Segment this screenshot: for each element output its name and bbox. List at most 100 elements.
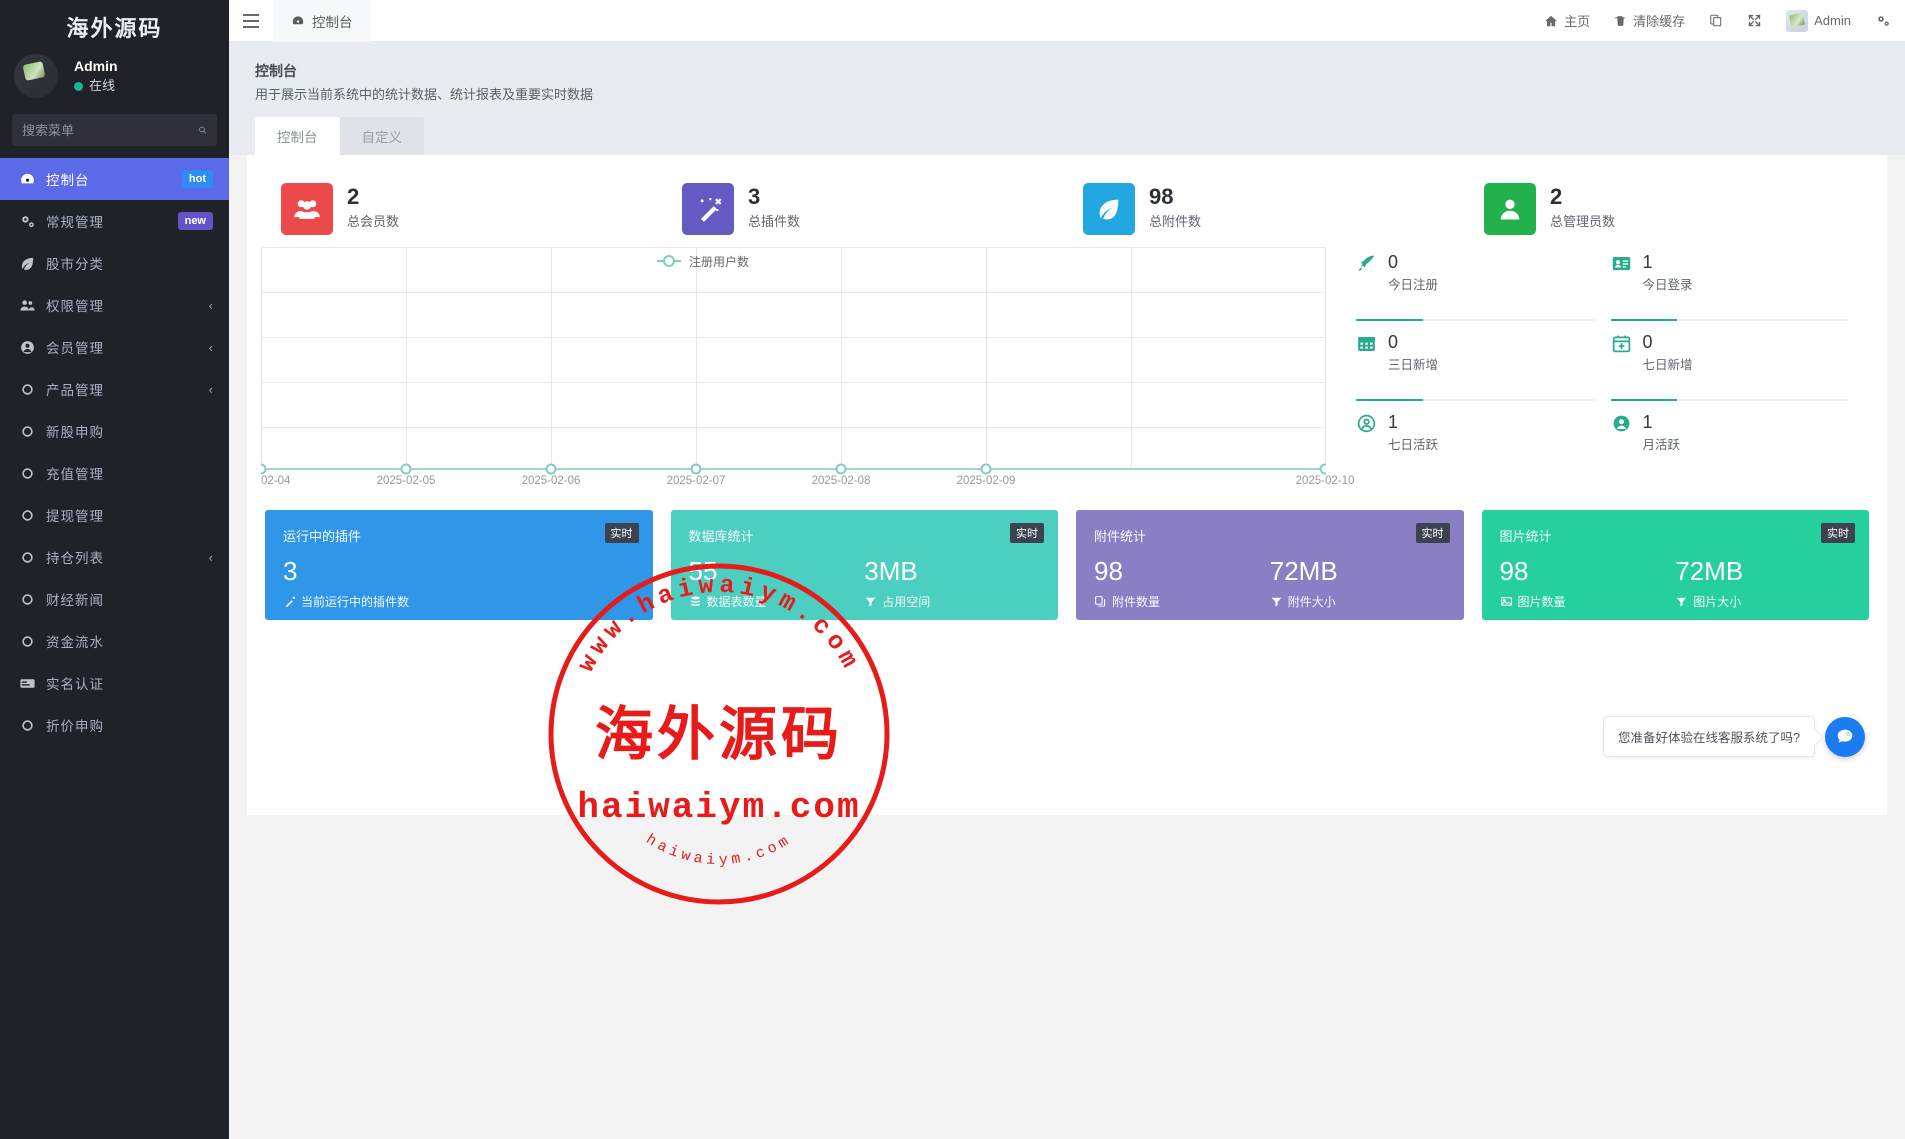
home-label: 主页 <box>1564 14 1591 29</box>
sidebar-item-0[interactable]: 控制台 hot <box>0 158 229 200</box>
metric-value: 1 <box>1642 412 1653 432</box>
sidebar-item-label: 提现管理 <box>46 509 104 524</box>
summary-stat-value: 2 <box>1550 184 1563 209</box>
sidebar-item-10[interactable]: 财经新闻 <box>0 578 229 620</box>
search-icon <box>199 126 207 134</box>
home-icon <box>1545 15 1557 26</box>
sidebar-item-label: 常规管理 <box>46 215 104 230</box>
search-input[interactable] <box>22 122 198 138</box>
sidebar-item-4[interactable]: 会员管理 ‹ <box>0 326 229 368</box>
info-tile-2[interactable]: 附件统计 实时 98 附件数量 72MB 附件大小 <box>1076 510 1464 620</box>
users-icon <box>18 296 36 314</box>
summary-stat-1: 3 总插件数 <box>666 183 1067 235</box>
avatar[interactable] <box>14 54 58 98</box>
sidebar-item-7[interactable]: 充值管理 <box>0 452 229 494</box>
tile-sub: 图片数量 <box>1500 593 1676 610</box>
chat-bubble[interactable]: 您准备好体验在线客服系统了吗? <box>1603 716 1815 757</box>
chart-legend[interactable] <box>657 255 681 267</box>
tile-col-1: 3MB 占用空间 <box>864 555 1040 610</box>
tile-col-0: 98 图片数量 <box>1500 555 1676 610</box>
brand-title: 海外源码 <box>66 16 163 41</box>
sidebar-item-5[interactable]: 产品管理 ‹ <box>0 368 229 410</box>
metric-3: 0 七日新增 <box>1609 331 1864 411</box>
sidebar-item-label: 财经新闻 <box>46 593 104 608</box>
circle-icon <box>18 716 36 734</box>
sidebar-item-label: 股市分类 <box>46 257 104 272</box>
tile-value: 98 <box>1499 556 1529 586</box>
stamp-arc-bottom-text: haiwaiym.com <box>643 831 791 869</box>
sidebar-item-11[interactable]: 资金流水 <box>0 620 229 662</box>
registration-chart[interactable]: 注册用户数 02-04 2025-02-05 2025-02-06 2025-02-0… <box>255 247 1354 492</box>
search-box[interactable] <box>12 114 217 146</box>
summary-stat-label: 总管理员数 <box>1550 214 1616 229</box>
fullscreen-button[interactable] <box>1747 13 1762 28</box>
sidebar-item-6[interactable]: 新股申购 <box>0 410 229 452</box>
page-tab-0[interactable]: 控制台 <box>255 117 340 155</box>
menu-toggle-button[interactable] <box>229 0 273 42</box>
tile-sub: 占用空间 <box>864 593 1040 610</box>
svg-text:haiwaiym.com: haiwaiym.com <box>643 831 795 869</box>
metric-label: 七日新增 <box>1642 358 1693 372</box>
tile-sub: 图片大小 <box>1675 593 1851 610</box>
summary-stat-label: 总插件数 <box>748 214 801 229</box>
sidebar-item-label: 资金流水 <box>46 635 104 650</box>
leaf-icon <box>18 254 36 272</box>
metric-label: 今日注册 <box>1388 278 1439 292</box>
tile-value: 55 <box>688 556 718 586</box>
tile-col-0: 3 当前运行中的插件数 <box>283 555 459 610</box>
page-tabs: 控制台 自定义 <box>255 117 1879 155</box>
sidebar-menu: 控制台 hot 常规管理 new 股市分类权限管理 ‹ 会员管理 ‹ 产品管理 ‹ 新股申购充值管理… <box>0 158 229 746</box>
tile-sub: 附件大小 <box>1270 593 1446 610</box>
tile-title: 数据库统计 <box>688 529 754 544</box>
sidebar-item-8[interactable]: 提现管理 <box>0 494 229 536</box>
sidebar-item-2[interactable]: 股市分类 <box>0 242 229 284</box>
sidebar-item-12[interactable]: 实名认证 <box>0 662 229 704</box>
tile-title: 附件统计 <box>1094 529 1147 544</box>
page-tab-1[interactable]: 自定义 <box>339 117 424 155</box>
dashboard-panel: 2 总会员数 3 总插件数 98 总附件数 2 总管理员数 <box>247 155 1887 815</box>
trash-icon <box>1615 15 1625 26</box>
clear-cache-button[interactable]: 清除缓存 <box>1614 11 1685 30</box>
database-icon <box>689 595 702 608</box>
sidebar-item-13[interactable]: 折价申购 <box>0 704 229 746</box>
sidebar-badge: new <box>177 212 213 230</box>
settings-button[interactable] <box>1875 13 1891 29</box>
info-tile-1[interactable]: 数据库统计 实时 55 数据表数量 3MB 占用空间 <box>670 510 1058 620</box>
home-button[interactable]: 主页 <box>1544 11 1590 30</box>
tile-value: 98 <box>1094 556 1123 586</box>
tile-live-badge: 实时 <box>604 523 639 543</box>
sidebar-item-1[interactable]: 常规管理 new <box>0 200 229 242</box>
chat-icon <box>1837 729 1853 742</box>
sidebar-item-3[interactable]: 权限管理 ‹ <box>0 284 229 326</box>
tile-value: 72MB <box>1675 556 1744 586</box>
metric-1: 1 今日登录 <box>1609 251 1864 331</box>
profile-name: Admin <box>74 58 118 74</box>
leaf-icon <box>1083 183 1135 235</box>
fullscreen-icon <box>1748 14 1761 27</box>
user-filled-icon <box>1611 413 1633 435</box>
copy-button[interactable] <box>1709 13 1723 28</box>
sidebar-item-9[interactable]: 持仓列表 ‹ <box>0 536 229 578</box>
page-title: 控制台 <box>255 63 297 79</box>
info-tile-0[interactable]: 运行中的插件 实时 3 当前运行中的插件数 <box>265 510 653 620</box>
tile-col-1: 72MB 图片大小 <box>1675 555 1851 610</box>
chevron-left-icon: ‹ <box>208 297 213 313</box>
tile-sub-label: 占用空间 <box>882 595 931 609</box>
circle-icon <box>18 506 36 524</box>
profile-status: 在线 <box>74 76 118 96</box>
dashboard-icon <box>292 15 304 24</box>
tab-dashboard[interactable]: 控制台 <box>273 0 371 42</box>
chart-x-tick-1: 2025-02-05 <box>376 475 436 487</box>
metric-progress-bar <box>1610 319 1849 321</box>
chat-fab-button[interactable] <box>1825 716 1865 757</box>
circle-icon <box>18 590 36 608</box>
info-tile-3[interactable]: 图片统计 实时 98 图片数量 72MB 图片大小 <box>1481 510 1869 620</box>
header-tab-label: 控制台 <box>312 14 353 30</box>
hamburger-icon <box>243 13 259 28</box>
metric-value: 1 <box>1388 412 1399 432</box>
user-menu[interactable]: Admin <box>1786 9 1851 32</box>
customer-service-widget[interactable]: 您准备好体验在线客服系统了吗? <box>1603 716 1865 757</box>
sidebar-item-label: 新股申购 <box>46 425 104 440</box>
filter-icon <box>1675 595 1688 608</box>
chart-x-tick-5: 2025-02-09 <box>956 475 1016 487</box>
